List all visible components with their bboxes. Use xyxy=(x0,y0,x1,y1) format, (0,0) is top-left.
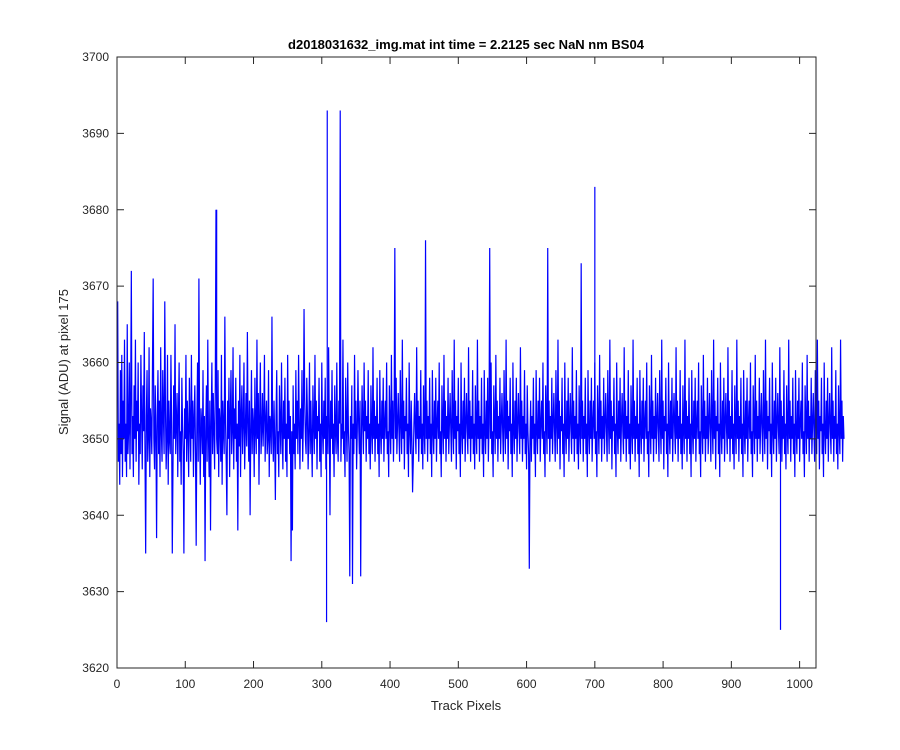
x-tick-label: 400 xyxy=(380,677,400,691)
y-tick-label: 3660 xyxy=(82,356,109,370)
y-tick-label: 3650 xyxy=(82,432,109,446)
y-tick-label: 3640 xyxy=(82,508,109,522)
x-tick-label: 900 xyxy=(721,677,741,691)
y-axis-label: Signal (ADU) at pixel 175 xyxy=(56,289,71,435)
x-tick-label: 600 xyxy=(517,677,537,691)
x-tick-label: 200 xyxy=(244,677,264,691)
x-tick-label: 0 xyxy=(114,677,121,691)
series-layer xyxy=(117,110,845,630)
series-line xyxy=(117,110,845,584)
x-axis-label: Track Pixels xyxy=(431,698,502,713)
y-tick-label: 3670 xyxy=(82,279,109,293)
y-tick-label: 3690 xyxy=(82,126,109,140)
x-tick-label: 300 xyxy=(312,677,332,691)
x-tick-label: 800 xyxy=(653,677,673,691)
x-tick-label: 100 xyxy=(175,677,195,691)
x-tick-label: 1000 xyxy=(786,677,813,691)
ticks-layer: 0 100 200 300 400 500 600 700 800 900 1000 3620 3630… xyxy=(82,50,816,691)
y-tick-label: 3680 xyxy=(82,203,109,217)
x-tick-label: 700 xyxy=(585,677,605,691)
y-tick-label: 3620 xyxy=(82,661,109,675)
x-tick-label: 500 xyxy=(448,677,468,691)
y-tick-label: 3630 xyxy=(82,585,109,599)
y-tick-label: 3700 xyxy=(82,50,109,64)
chart-title: d2018031632_img.mat int time = 2.2125 se… xyxy=(288,37,645,52)
